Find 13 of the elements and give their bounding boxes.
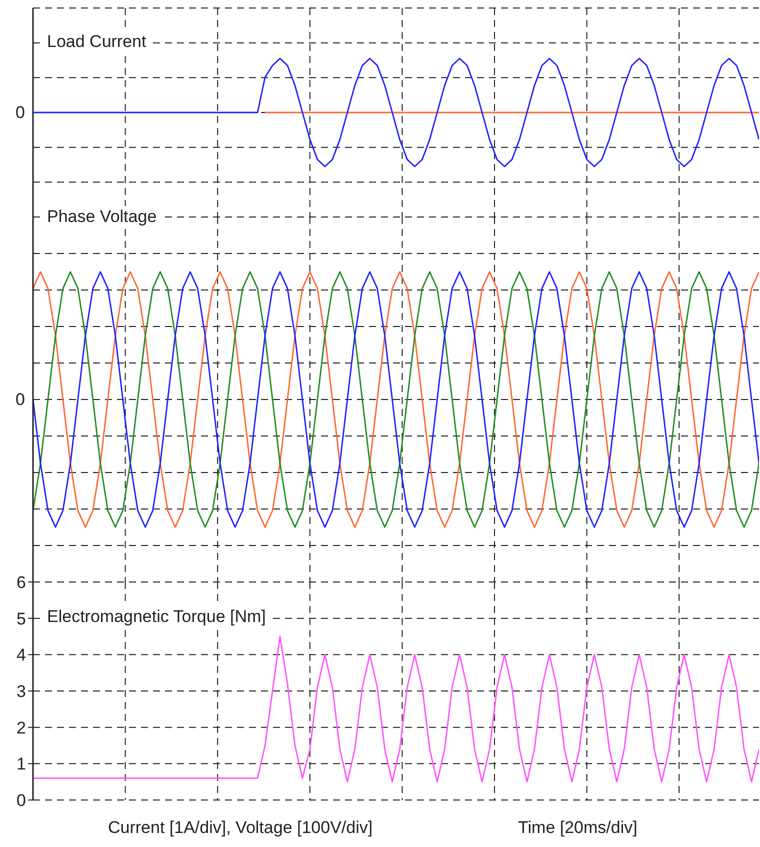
y-tick-label: 2 bbox=[16, 718, 26, 738]
y-tick-label: 0 bbox=[16, 791, 26, 810]
y-tick-label: 5 bbox=[16, 609, 26, 628]
y-tick-label: 3 bbox=[16, 682, 26, 702]
y-tick-label: 6 bbox=[16, 573, 26, 592]
y-tick-label: 1 bbox=[16, 754, 26, 774]
line-series bbox=[33, 636, 759, 783]
text: Current [1A/div], Voltage [100V/div] bbox=[108, 818, 373, 838]
chart-title: Phase Voltage bbox=[43, 206, 161, 228]
text: Electromagnetic Torque [Nm] bbox=[43, 606, 270, 628]
x-axis-title: Time [20ms/div] bbox=[518, 818, 638, 838]
chart-title: Load Current bbox=[43, 31, 150, 53]
y-tick-label: 4 bbox=[16, 646, 26, 665]
